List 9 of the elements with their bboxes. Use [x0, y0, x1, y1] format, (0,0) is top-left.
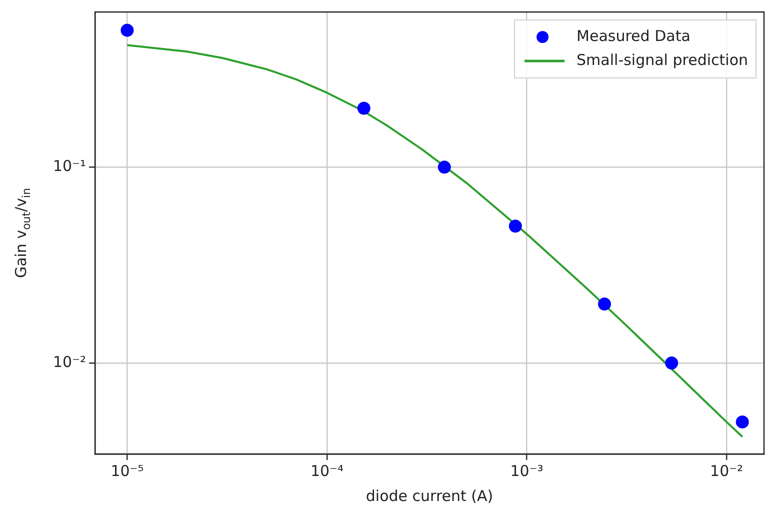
x-axis-title: diode current (A): [366, 486, 494, 505]
x-tick-label: 10⁻⁴: [310, 462, 344, 480]
y-axis-title: Gain vout/vin: [12, 188, 33, 278]
x-tick-label: 10⁻⁵: [110, 462, 144, 480]
x-tick-label: 10⁻²: [710, 462, 744, 480]
legend-label: Measured Data: [576, 26, 690, 45]
x-tick-label: 10⁻³: [510, 462, 544, 480]
y-tick-label: 10⁻¹: [52, 157, 86, 176]
legend-label: Small-signal prediction: [576, 50, 748, 69]
